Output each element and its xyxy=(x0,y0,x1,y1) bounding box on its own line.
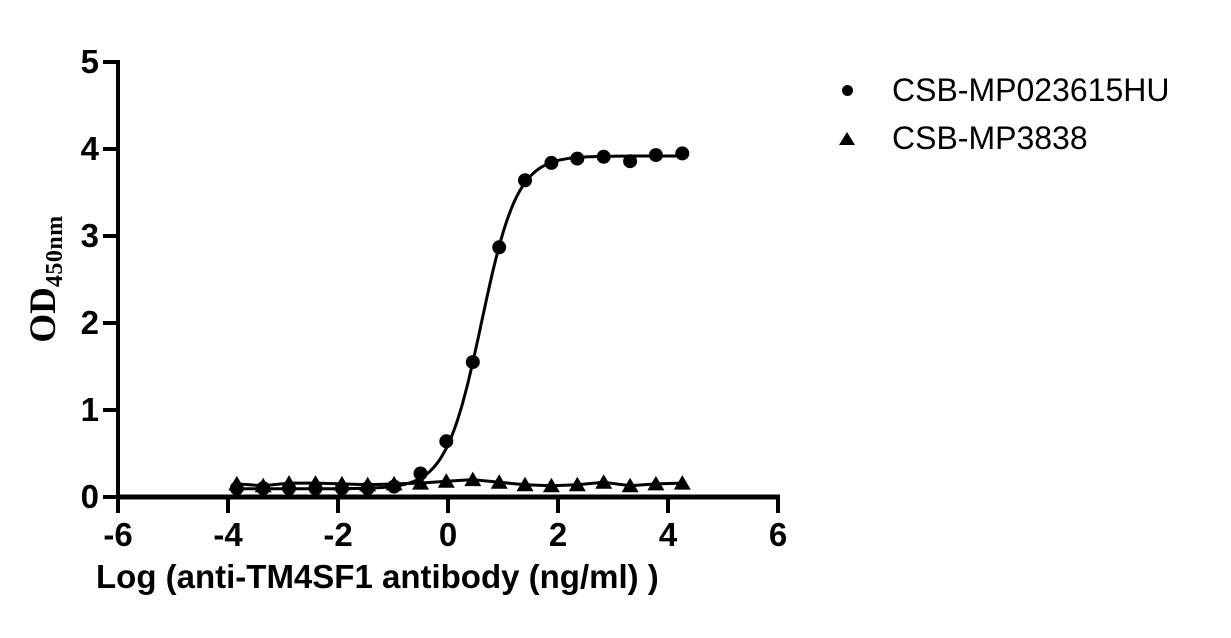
data-point-triangle xyxy=(647,475,665,491)
data-point-triangle xyxy=(333,475,351,491)
data-point-triangle xyxy=(516,476,534,492)
data-point-circle xyxy=(596,149,611,164)
data-point-triangle xyxy=(228,475,246,491)
data-point-circle xyxy=(570,151,585,166)
data-point-triangle xyxy=(490,474,508,489)
series-line-2 xyxy=(236,478,683,488)
legend-marker-cell xyxy=(828,131,866,145)
x-axis-title: Log (anti-TM4SF1 antibody (ng/ml) ) xyxy=(96,558,659,595)
data-point-triangle xyxy=(464,471,482,487)
data-point-circle xyxy=(518,173,532,188)
y-axis-tick-label: 5 xyxy=(81,43,99,80)
legend-item-series2: CSB-MP3838 xyxy=(828,114,1169,162)
x-axis-tick-label: -2 xyxy=(323,516,352,553)
data-point-triangle xyxy=(412,475,429,490)
legend-marker-cell xyxy=(828,84,866,96)
x-axis-tick-label: -4 xyxy=(213,516,243,553)
data-point-triangle xyxy=(595,474,613,489)
y-axis-title: OD450nm xyxy=(23,179,68,379)
data-point-triangle xyxy=(359,476,377,492)
legend-label-series1: CSB-MP023615HU xyxy=(892,71,1170,108)
data-point-circle xyxy=(465,355,480,370)
series-line-1 xyxy=(236,154,683,491)
data-point-circle xyxy=(492,240,507,255)
x-axis-tick-label: 6 xyxy=(769,516,787,553)
y-axis-title-subscript: 450nm xyxy=(42,215,68,288)
y-axis-title-main: OD xyxy=(23,287,64,343)
x-axis-tick-label: 2 xyxy=(549,516,567,553)
legend-label-series2: CSB-MP3838 xyxy=(892,119,1088,156)
data-point-triangle xyxy=(254,477,272,493)
circle-marker-icon xyxy=(841,84,853,96)
data-point-triangle xyxy=(437,473,455,488)
y-axis-tick-label: 1 xyxy=(81,391,99,428)
data-point-circle xyxy=(623,154,638,169)
data-point-circle xyxy=(648,148,663,163)
data-point-circle xyxy=(439,434,454,449)
data-point-triangle xyxy=(621,477,639,493)
data-point-circle xyxy=(675,146,690,161)
legend: CSB-MP023615HU CSB-MP3838 xyxy=(828,66,1169,162)
x-axis-tick-label: 4 xyxy=(659,516,678,553)
y-axis-tick-label: 2 xyxy=(81,304,99,341)
data-point-triangle xyxy=(307,475,324,490)
x-axis-tick-label: -6 xyxy=(103,516,132,553)
data-point-triangle xyxy=(542,477,560,493)
data-point-circle xyxy=(544,155,559,170)
x-axis-tick-label: 0 xyxy=(439,516,457,553)
y-axis-tick-label: 4 xyxy=(81,130,100,167)
triangle-marker-icon xyxy=(839,131,855,145)
y-axis-tick-label: 3 xyxy=(81,217,99,254)
y-axis-tick-label: 0 xyxy=(81,478,99,515)
data-point-triangle xyxy=(673,475,691,490)
data-point-triangle xyxy=(568,476,586,492)
data-point-triangle xyxy=(280,475,298,490)
data-point-triangle xyxy=(385,475,403,491)
legend-item-series1: CSB-MP023615HU xyxy=(828,66,1169,114)
data-point-circle xyxy=(413,466,428,481)
